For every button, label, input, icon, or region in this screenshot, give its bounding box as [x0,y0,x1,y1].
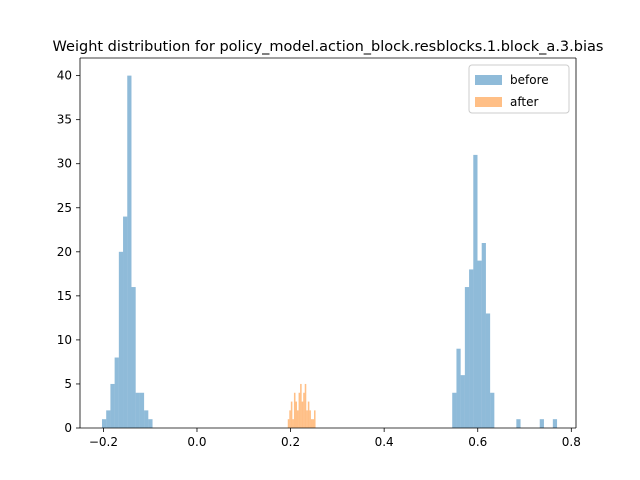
bar-before-13 [456,348,461,428]
y-tick-label-5: 25 [57,201,72,215]
bar-before-2 [110,383,115,428]
legend-swatch-after [475,97,502,107]
bar-before-11 [148,419,153,428]
bar-before-12 [452,392,457,428]
y-tick-label-0: 0 [64,421,72,435]
bar-after-16 [312,419,314,428]
legend-label-after: after [510,95,538,109]
bar-before-23 [539,419,544,428]
axes-layer: −0.2 0.0 0.2 0.4 0.6 0.8 0 5 10 15 20 25 30 35 40 [57,57,581,449]
bar-after-7 [298,392,301,428]
bar-before-19 [481,243,486,428]
bar-before-1 [106,410,111,428]
bar-after-12 [306,410,308,428]
bar-after-11 [304,383,307,428]
y-tick-label-3: 15 [57,289,72,303]
y-tick-label-4: 20 [57,245,72,259]
legend-label-before: before [510,73,549,87]
bar-after-10 [303,392,305,428]
bar-before-6 [127,75,132,429]
y-tick-label-1: 5 [64,377,72,391]
x-tick-label-0: −0.2 [89,435,118,449]
bar-after-17 [314,410,316,428]
y-tick-label-2: 10 [57,333,72,347]
bar-before-16 [469,269,474,428]
bar-after-15 [310,419,313,428]
bar-after-6 [297,410,299,428]
bar-after-5 [295,401,298,428]
bar-after-14 [309,410,311,428]
bar-before-14 [460,375,465,428]
bars-layer [101,75,558,429]
bar-after-1 [289,410,291,428]
x-tick-label-1: 0.0 [187,435,206,449]
bar-after-3 [292,419,294,428]
bar-after-8 [300,383,302,428]
bar-before-18 [477,260,482,428]
legend-swatch-before [475,75,502,85]
bar-after-0 [287,419,290,428]
bar-before-15 [464,287,470,428]
bar-before-10 [144,410,149,428]
bar-before-9 [139,392,145,428]
y-tick-label-8: 40 [57,69,72,83]
bar-after-13 [307,401,310,428]
bar-before-5 [123,216,128,428]
bar-before-17 [473,154,478,428]
x-tick-label-3: 0.4 [375,435,394,449]
legend: before after [468,64,570,114]
bar-before-4 [118,251,124,428]
bar-before-22 [516,419,521,428]
bar-after-9 [301,401,304,428]
bar-before-0 [101,419,107,428]
x-tick-label-4: 0.6 [468,435,487,449]
bar-before-20 [485,313,491,428]
chart-title: Weight distribution for policy_model.act… [53,39,604,55]
x-tick-label-5: 0.8 [562,435,581,449]
y-tick-label-7: 35 [57,113,72,127]
bar-before-8 [135,392,140,428]
bar-after-4 [293,392,296,428]
bar-after-2 [290,401,293,428]
x-tick-label-2: 0.2 [281,435,300,449]
bar-before-7 [131,287,136,428]
bar-before-21 [490,392,495,428]
bar-before-3 [114,357,119,428]
bar-before-24 [552,419,558,428]
y-tick-label-6: 30 [57,157,72,171]
